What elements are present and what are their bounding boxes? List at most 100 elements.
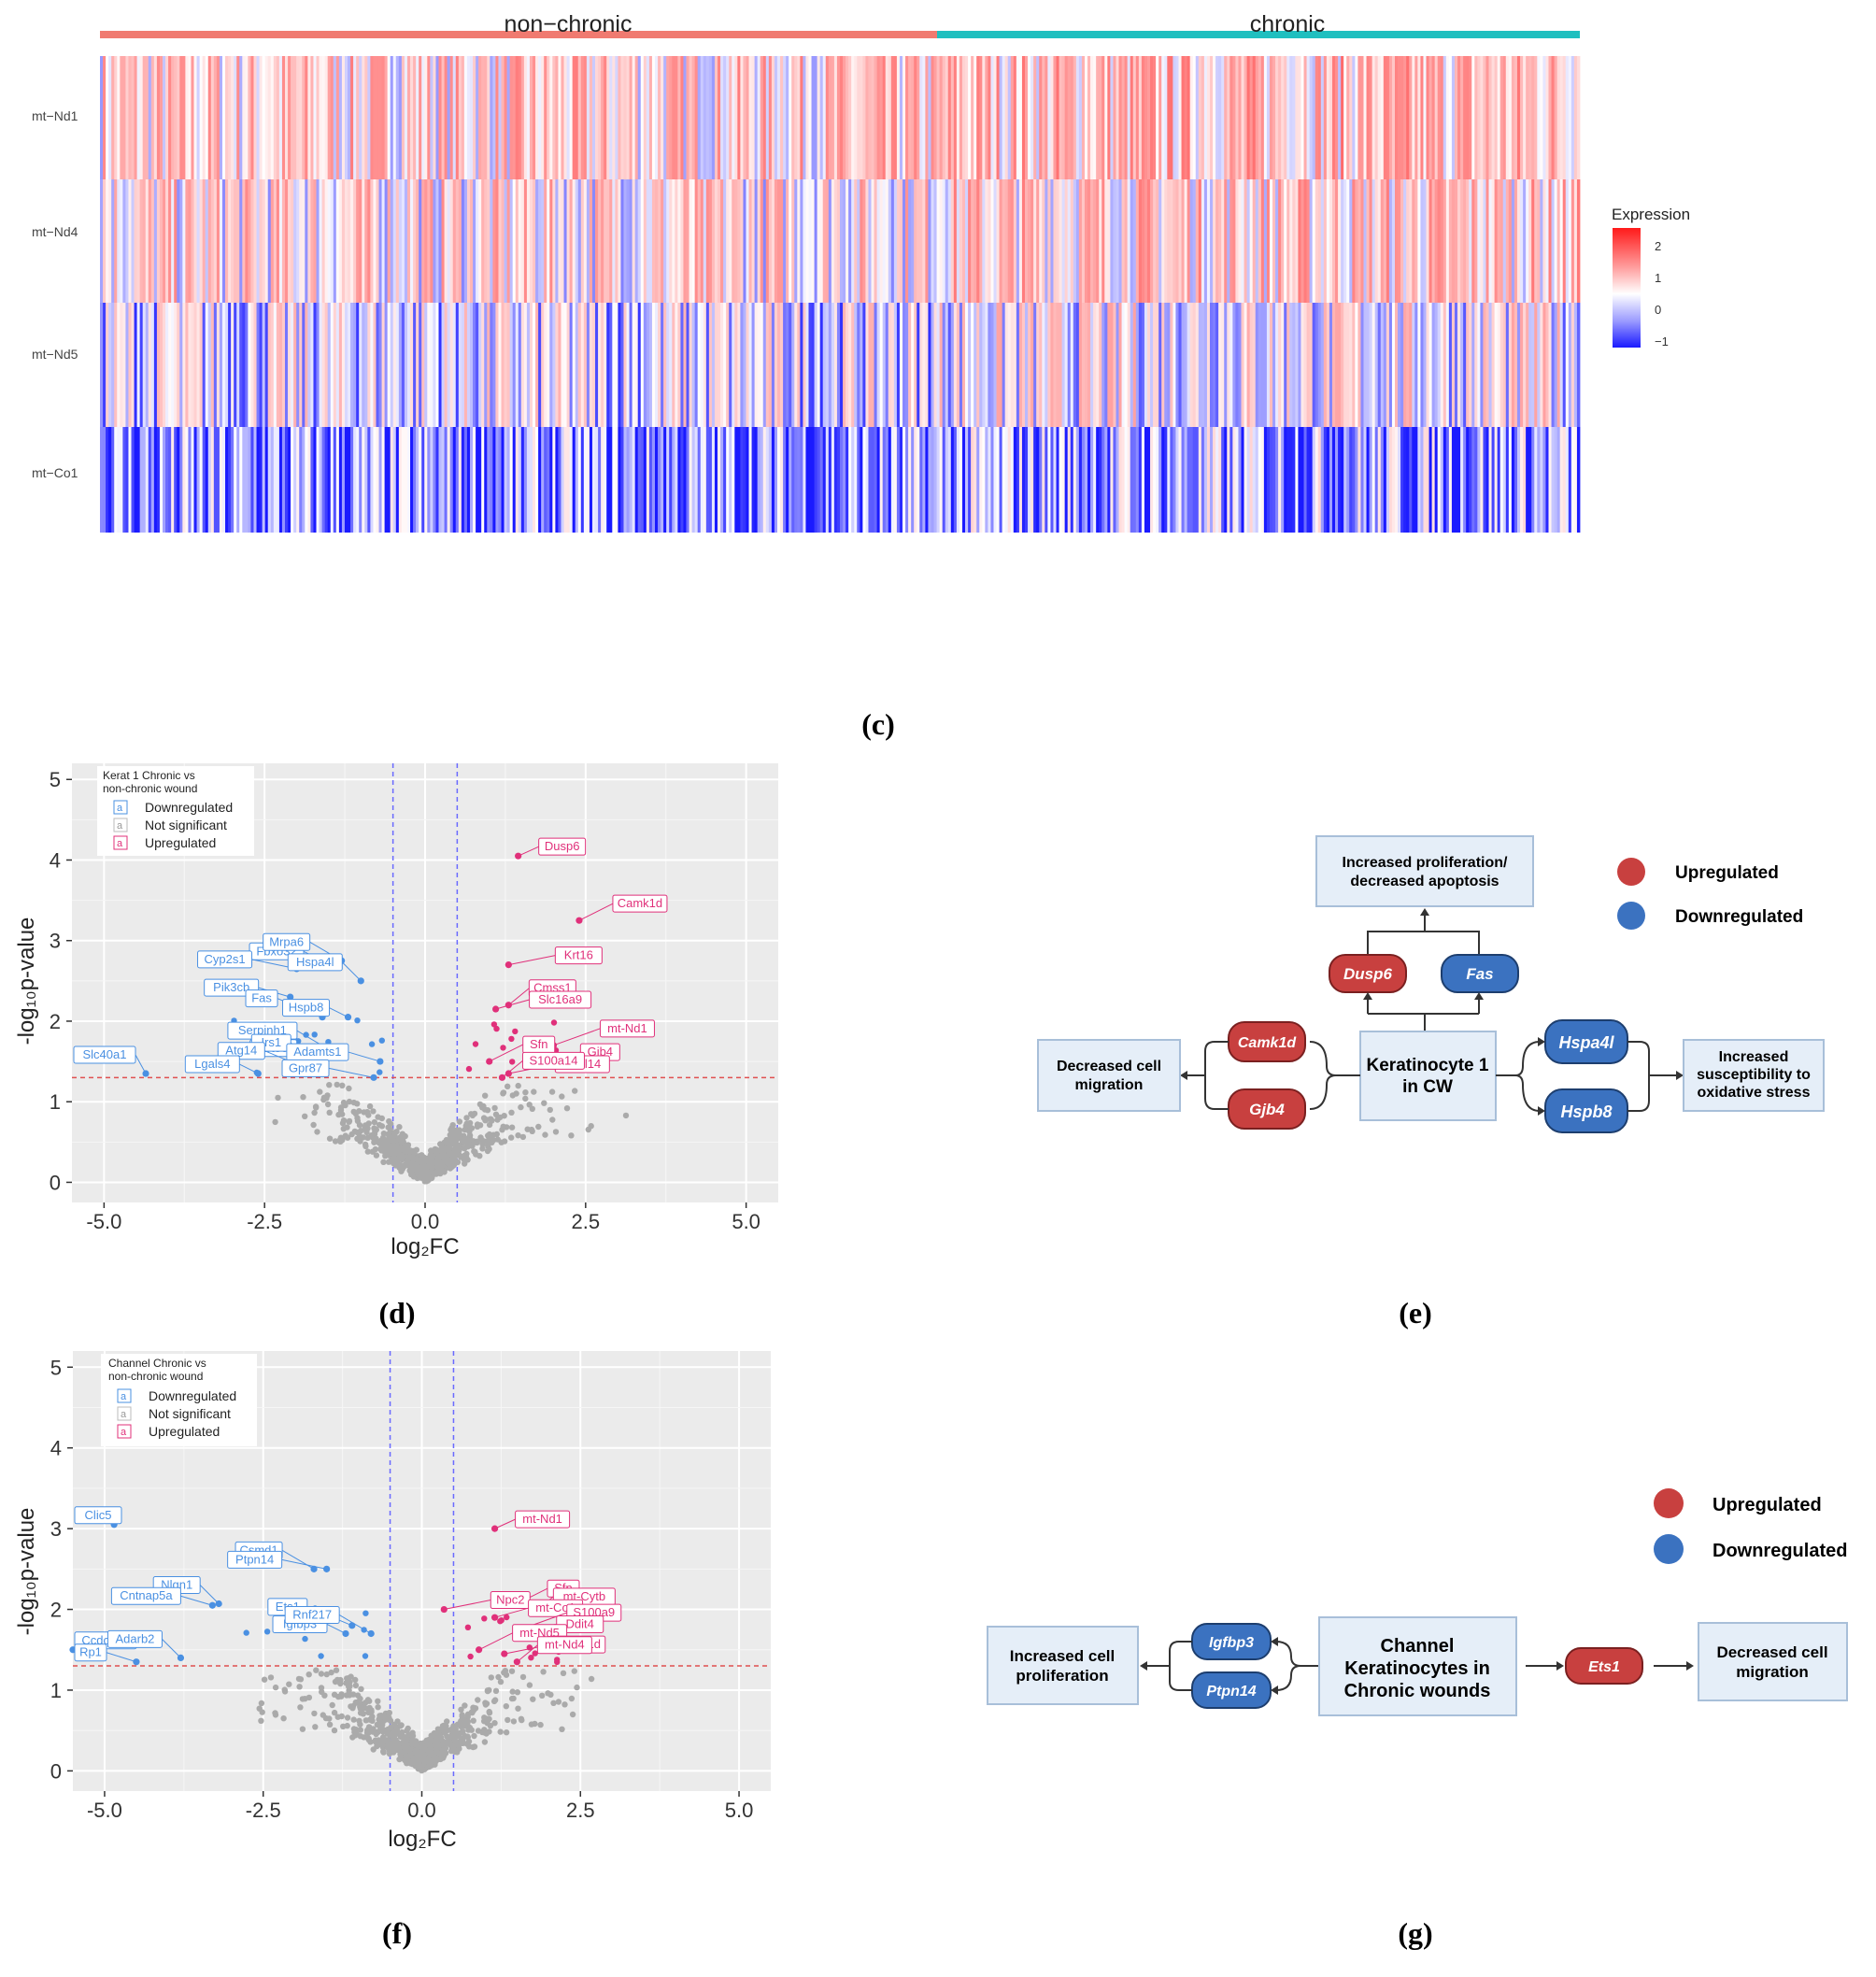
node-hspa4l-label: Hspa4l — [1558, 1033, 1614, 1052]
point-ns — [550, 1700, 557, 1707]
point-ns — [444, 1718, 450, 1725]
point-ns — [356, 1108, 362, 1115]
point-ns — [456, 1143, 462, 1149]
point-ns — [437, 1756, 444, 1763]
point-ns — [462, 1732, 468, 1740]
point-ns — [313, 1667, 320, 1673]
point-ns — [390, 1729, 397, 1736]
point-ns — [463, 1115, 470, 1121]
panel-label-g: (g) — [1398, 1916, 1432, 1950]
point-ns — [532, 1720, 538, 1728]
point-ns — [318, 1671, 325, 1677]
point-ns — [354, 1692, 362, 1699]
point-ns — [519, 1133, 527, 1141]
point-down — [318, 1653, 324, 1659]
group-label-chronic: chronic — [1250, 11, 1326, 37]
point-up — [467, 1653, 474, 1660]
point-ns — [486, 1710, 493, 1716]
point-ns — [503, 1703, 509, 1710]
point-ns — [386, 1714, 392, 1722]
point-ns — [434, 1741, 441, 1748]
point-ns — [479, 1145, 486, 1152]
point-ns — [261, 1676, 268, 1683]
point-ns — [486, 1728, 492, 1735]
box-migration — [1698, 1622, 1848, 1701]
legend-ns: Not significant — [149, 1406, 231, 1421]
legend-title: Expression — [1612, 206, 1690, 223]
point-ns — [360, 1134, 366, 1141]
legend-glyph-down: a — [121, 1391, 127, 1402]
point-ns — [419, 1766, 425, 1772]
point-ns — [419, 1164, 426, 1172]
point-ns — [560, 1670, 567, 1677]
point-ns — [500, 1089, 507, 1096]
point-ns — [378, 1115, 385, 1122]
point-ns — [529, 1128, 535, 1135]
point-ns — [347, 1679, 353, 1685]
legend-up-dot — [1654, 1488, 1684, 1518]
point-ns — [542, 1131, 548, 1138]
group-bar-chronic — [937, 31, 1580, 38]
point-ns — [331, 1709, 338, 1716]
label-Rnf217: Rnf217 — [292, 1607, 332, 1621]
legend-tick-0: 0 — [1655, 303, 1661, 317]
label-Gpr87: Gpr87 — [289, 1060, 322, 1074]
node-igfbp3-label: Igfbp3 — [1209, 1635, 1254, 1651]
point-ns — [370, 1746, 377, 1753]
y-axis-label: -log₁₀p-value — [14, 917, 39, 1045]
point-ns — [522, 1095, 529, 1102]
point-up — [504, 1614, 510, 1621]
point-ns — [503, 1729, 510, 1736]
label-Sfn: Sfn — [530, 1037, 548, 1051]
point-ns — [347, 1691, 353, 1698]
point-ns — [622, 1112, 630, 1119]
label-mt-Nd1: mt-Nd1 — [522, 1512, 562, 1526]
point-ns — [450, 1131, 457, 1137]
point-up — [481, 1615, 488, 1622]
point-up — [508, 1035, 515, 1043]
label-Rp1: Rp1 — [79, 1645, 102, 1659]
point-ns — [448, 1726, 456, 1732]
point-ns — [422, 1158, 430, 1164]
point-ns — [518, 1103, 524, 1111]
point-ns — [384, 1737, 391, 1743]
point-ns — [258, 1717, 264, 1725]
point-ns — [354, 1129, 361, 1136]
point-ns — [295, 1675, 303, 1683]
point-ns — [340, 1723, 347, 1730]
y-tick: 4 — [50, 1437, 62, 1460]
legend-glyph-up: a — [121, 1427, 127, 1438]
legend: Channel Chronic vs non-chronic wound a D… — [101, 1354, 257, 1446]
label-Ptpn14: Ptpn14 — [235, 1552, 274, 1566]
point-ns — [286, 1681, 292, 1687]
point-ns — [559, 1093, 565, 1100]
group-bar-nonchronic — [100, 31, 937, 38]
center-line1: Channel — [1381, 1636, 1455, 1657]
legend-glyph-ns: a — [117, 820, 123, 832]
point-ns — [508, 1134, 515, 1141]
row-label-mt-nd5: mt−Nd5 — [32, 347, 78, 362]
point-ns — [571, 1668, 577, 1674]
point-ns — [465, 1140, 473, 1147]
point-ns — [311, 1109, 318, 1117]
point-ns — [365, 1735, 372, 1742]
legend-title-line2: non-chronic wound — [103, 782, 197, 795]
point-ns — [509, 1092, 516, 1099]
point-ns — [464, 1157, 471, 1163]
point-up — [554, 1658, 561, 1666]
label-Krt16: Krt16 — [564, 948, 593, 962]
label-Npc2: Npc2 — [496, 1593, 524, 1607]
point-ns — [471, 1110, 478, 1117]
diagram-kerat1: Increased proliferation/ decreased apopt… — [1037, 835, 1825, 1133]
point-ns — [529, 1105, 535, 1113]
center-line2: Keratinocytes in — [1344, 1658, 1490, 1679]
point-ns — [331, 1727, 338, 1734]
point-ns — [342, 1132, 348, 1139]
point-ns — [346, 1098, 353, 1105]
group-label-nonchronic: non−chronic — [505, 11, 632, 37]
point-ns — [470, 1704, 476, 1711]
point-up — [472, 1041, 479, 1047]
point-ns — [461, 1717, 468, 1724]
point-ns — [510, 1695, 517, 1702]
point-ns — [387, 1134, 393, 1141]
